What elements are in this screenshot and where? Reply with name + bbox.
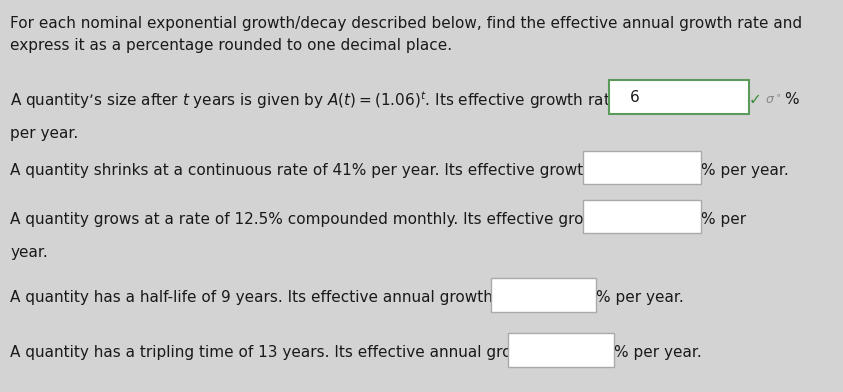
Text: % per year.: % per year. (596, 290, 684, 305)
Text: %: % (784, 93, 798, 107)
Text: For each nominal exponential growth/decay described below, find the effective an: For each nominal exponential growth/deca… (10, 16, 803, 53)
Text: year.: year. (10, 245, 48, 260)
Text: per year.: per year. (10, 126, 78, 141)
Text: 6: 6 (630, 89, 639, 105)
FancyBboxPatch shape (508, 333, 614, 367)
Text: A quantity’s size after $t$ years is given by $A(t) = (1.06)^t$. Its effective g: A quantity’s size after $t$ years is giv… (10, 89, 636, 111)
Text: A quantity grows at a rate of 12.5% compounded monthly. Its effective growth rat: A quantity grows at a rate of 12.5% comp… (10, 212, 665, 227)
Text: % per year.: % per year. (701, 163, 789, 178)
Text: A quantity has a tripling time of 13 years. Its effective annual growth rate is: A quantity has a tripling time of 13 yea… (10, 345, 593, 360)
FancyBboxPatch shape (583, 151, 701, 184)
Text: % per year.: % per year. (614, 345, 701, 360)
FancyBboxPatch shape (491, 278, 596, 312)
Text: A quantity has a half-life of 9 years. Its effective annual growth rate is: A quantity has a half-life of 9 years. I… (10, 290, 546, 305)
FancyBboxPatch shape (609, 80, 749, 114)
Text: A quantity shrinks at a continuous rate of 41% per year. Its effective growth ra: A quantity shrinks at a continuous rate … (10, 163, 647, 178)
Text: % per: % per (701, 212, 747, 227)
FancyBboxPatch shape (583, 200, 701, 233)
Text: $\sigma^\circ$: $\sigma^\circ$ (765, 93, 781, 107)
Text: ✓: ✓ (749, 93, 761, 107)
